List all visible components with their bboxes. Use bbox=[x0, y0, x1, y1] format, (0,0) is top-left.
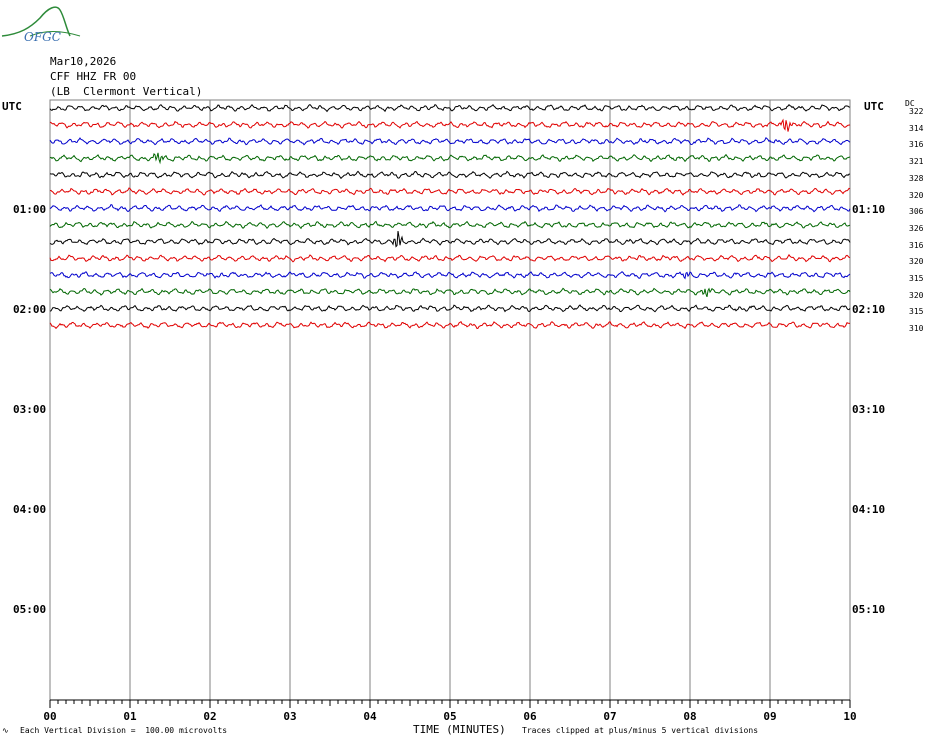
date-label: Mar10,2026 bbox=[50, 55, 117, 68]
trace-line bbox=[49, 320, 851, 330]
x-tick-label: 02 bbox=[203, 710, 217, 723]
x-tick-label: 08 bbox=[683, 710, 697, 723]
ofgc-logo: OFGC bbox=[1, 6, 81, 44]
trace-line bbox=[49, 170, 851, 180]
footer-glyph: ∿ bbox=[2, 726, 9, 735]
dc-offset-label: 315 bbox=[909, 307, 924, 317]
trace-line bbox=[49, 136, 851, 146]
dc-offset-label: 316 bbox=[909, 240, 924, 250]
trace-line bbox=[49, 271, 851, 280]
trace-line bbox=[49, 103, 851, 113]
time-label-right: 04:10 bbox=[852, 503, 886, 516]
utc-right-label: UTC bbox=[864, 100, 884, 113]
x-tick-label: 00 bbox=[43, 710, 57, 723]
dc-offset-label: 314 bbox=[909, 123, 924, 133]
x-tick-label: 01 bbox=[123, 710, 137, 723]
time-label-left: 03:00 bbox=[13, 403, 47, 416]
x-tick-label: 05 bbox=[443, 710, 457, 723]
x-axis-label: TIME (MINUTES) bbox=[413, 723, 506, 736]
dc-offset-label: 310 bbox=[909, 324, 924, 334]
trace-line bbox=[49, 287, 851, 298]
x-tick-label: 07 bbox=[603, 710, 617, 723]
x-tick-label: 09 bbox=[763, 710, 777, 723]
time-label-right: 01:10 bbox=[852, 203, 886, 216]
time-label-right: 05:10 bbox=[852, 603, 886, 616]
trace-line bbox=[49, 118, 851, 132]
x-tick-label: 10 bbox=[843, 710, 857, 723]
time-label-left: 01:00 bbox=[13, 203, 47, 216]
trace-line bbox=[49, 187, 851, 196]
dc-offset-label: 315 bbox=[909, 274, 924, 283]
dc-offset-label: 316 bbox=[909, 140, 924, 150]
dc-offset-label: 306 bbox=[909, 207, 924, 217]
dc-offset-label: 320 bbox=[909, 190, 924, 200]
x-tick-label: 04 bbox=[363, 710, 377, 723]
utc-left-label: UTC bbox=[2, 100, 22, 113]
trace-line bbox=[49, 304, 851, 313]
trace-line bbox=[49, 220, 851, 230]
x-tick-label: 06 bbox=[523, 710, 537, 723]
dc-offset-label: 320 bbox=[909, 257, 924, 267]
trace-line bbox=[49, 204, 851, 213]
dc-offset-label: 322 bbox=[909, 107, 924, 116]
time-label-left: 05:00 bbox=[13, 603, 47, 616]
time-label-right: 02:10 bbox=[852, 303, 886, 316]
dc-offset-label: 328 bbox=[909, 173, 924, 183]
time-label-left: 02:00 bbox=[13, 303, 47, 316]
vertical-division-note: Each Vertical Division = 100.00 microvol… bbox=[20, 726, 228, 735]
x-tick-label: 03 bbox=[283, 710, 297, 723]
logo-text: OFGC bbox=[24, 30, 61, 44]
time-label-left: 04:00 bbox=[13, 503, 47, 516]
trace-line bbox=[49, 253, 851, 263]
location-label: (LB Clermont Vertical) bbox=[50, 85, 203, 98]
dc-label: DC bbox=[905, 99, 915, 108]
clipping-note: Traces clipped at plus/minus 5 vertical … bbox=[522, 726, 759, 735]
dc-offset-label: 326 bbox=[909, 223, 924, 233]
time-label-right: 03:10 bbox=[852, 403, 886, 416]
trace-line bbox=[49, 231, 851, 248]
station-label: CFF HHZ FR 00 bbox=[50, 70, 137, 83]
dc-offset-label: 320 bbox=[909, 290, 924, 300]
trace-line bbox=[49, 152, 851, 165]
dc-offset-label: 321 bbox=[909, 157, 924, 167]
